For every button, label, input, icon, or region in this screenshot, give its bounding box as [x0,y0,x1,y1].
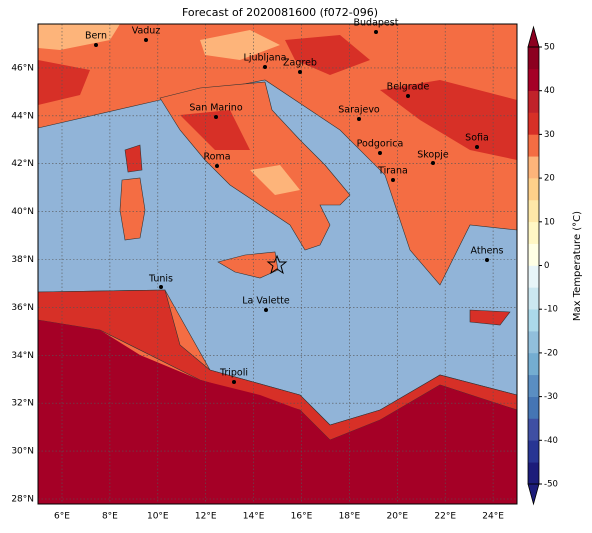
colorbar-band [528,331,539,354]
city-label: Ljubljana [244,53,287,64]
star-marker [266,254,288,275]
cities: Bern Vaduz Budapest Ljubljana Zagreb Bel… [85,18,504,384]
lat-tick-label: 32°N [11,399,34,409]
map-frame [37,23,518,505]
colorbar-band [528,68,539,91]
colorbar-tick-label: 30 [544,130,555,140]
title: Forecast of 2020081600 (f072-096) [182,6,378,19]
colorbar-tick-label: -20 [544,348,558,358]
lon-tick-label: 12°E [195,512,217,522]
colorbar-label: Max Temperature (°C) [572,211,583,321]
colorbar-extend [527,25,540,48]
colorbar-tick-label: 50 [544,43,555,53]
lat-tick-label: 34°N [11,351,34,361]
city-label: Budapest [354,18,399,29]
colorbar-tick-label: 20 [544,174,555,184]
colorbar: -50 -40 -30 -20 -10 0 10 20 30 40 50 [527,25,558,506]
graticule: 6°E 8°E 10°E 12°E 14°E 16°E 18°E 20°E 22°E 24°E 28… [11,24,517,522]
colorbar-band [528,47,539,70]
lon-tick-label: 14°E [243,512,265,522]
lat-tick-label: 36°N [11,303,34,313]
city-label: Skopje [417,150,449,161]
lon-tick-label: 20°E [386,512,408,522]
city-label: San Marino [189,103,242,114]
lon-tick-label: 16°E [291,512,313,522]
city-label: Tunis [148,274,173,285]
colorbar-band [528,440,539,463]
city-label: Athens [471,246,504,257]
colorbar-band [528,396,539,419]
lat-tick-label: 40°N [11,207,34,217]
lon-tick-label: 24°E [482,512,504,522]
colorbar-band [528,156,539,179]
colorbar-tick-label: 10 [544,217,555,227]
lat-tick-label: 38°N [11,255,34,265]
lon-tick-label: 18°E [339,512,361,522]
lat-tick-label: 44°N [11,111,34,121]
lat-tick-label: 46°N [11,63,34,73]
lat-tick-label: 28°N [11,495,34,505]
colorbar-band [528,134,539,157]
lat-tick-label: 42°N [11,159,34,169]
colorbar-band [528,309,539,332]
city-label: Zagreb [283,58,317,69]
colorbar-band [528,221,539,244]
colorbar-tick-label: -10 [544,305,558,315]
colorbar-band [528,374,539,397]
colorbar-band [528,243,539,266]
city-label: Sarajevo [338,105,380,116]
lon-tick-label: 6°E [54,512,70,522]
city-label: Podgorica [357,139,404,150]
colorbar-band [528,265,539,288]
colorbar-band [528,462,539,485]
city-label: Belgrade [387,82,430,93]
colorbar-tick-label: -30 [544,392,558,402]
city-label: Vaduz [132,26,161,37]
map-area [38,24,517,504]
lon-tick-label: 10°E [147,512,169,522]
city-label: Bern [85,31,107,42]
city-label: Tirana [377,166,408,177]
city-label: Roma [203,152,230,163]
colorbar-band [528,178,539,201]
colorbar-band [528,90,539,113]
colorbar-band [528,418,539,441]
colorbar-band [528,199,539,223]
colorbar-tick-label: -40 [544,436,558,446]
city-label: La Valette [242,296,290,307]
colorbar-band [528,352,539,376]
colorbar-tick-label: 0 [544,261,549,271]
colorbar-band [528,112,539,135]
city-label: Tripoli [219,368,248,379]
lat-tick-label: 30°N [11,447,34,457]
colorbar-tick-label: 40 [544,86,555,96]
colorbar-extend [527,483,540,506]
lon-tick-label: 8°E [102,512,118,522]
lon-tick-label: 22°E [434,512,456,522]
colorbar-band [528,287,539,310]
city-label: Sofia [465,133,489,144]
colorbar-tick-label: -50 [544,480,558,490]
